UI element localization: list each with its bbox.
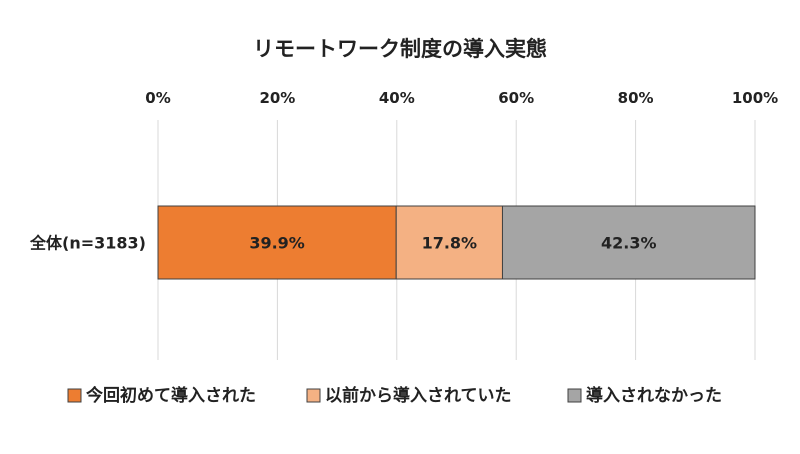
x-tick-label: 100%: [732, 89, 778, 107]
x-axis-ticks: 0% 20% 40% 60% 80% 100%: [145, 89, 778, 107]
x-tick-label: 20%: [259, 89, 295, 107]
legend-label: 以前から導入されていた: [325, 385, 512, 406]
data-label: 17.8%: [422, 234, 478, 253]
x-tick-label: 40%: [379, 89, 415, 107]
x-tick-label: 0%: [145, 89, 170, 107]
legend-swatch: [567, 388, 582, 403]
legend-item: 以前から導入されていた: [306, 385, 512, 406]
legend-item: 今回初めて導入された: [67, 385, 256, 406]
data-label: 42.3%: [601, 234, 657, 253]
legend-item: 導入されなかった: [567, 385, 722, 406]
x-tick-label: 60%: [498, 89, 534, 107]
legend: 今回初めて導入された 以前から導入されていた 導入されなかった: [67, 385, 722, 406]
category-label: 全体(n=3183): [29, 234, 146, 253]
bars: 39.9% 17.8% 42.3%: [157, 205, 756, 280]
x-tick-label: 80%: [618, 89, 654, 107]
legend-label: 今回初めて導入された: [86, 385, 256, 406]
data-label: 39.9%: [249, 234, 305, 253]
bar-segment: [157, 205, 397, 280]
bar-segment: [501, 205, 756, 280]
legend-swatch: [67, 388, 82, 403]
chart-title: リモートワーク制度の導入実態: [253, 37, 547, 61]
legend-label: 導入されなかった: [586, 385, 722, 406]
legend-swatch: [306, 388, 321, 403]
y-axis-categories: 全体(n=3183): [29, 234, 146, 253]
